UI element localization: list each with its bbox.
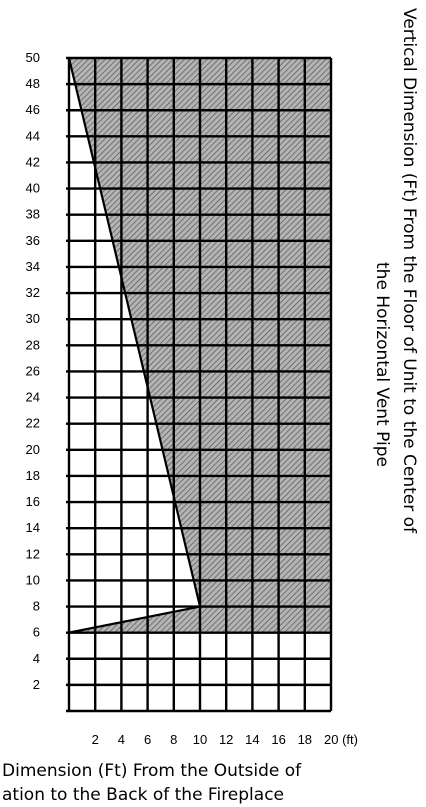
x-tick-label: 6 <box>144 732 151 747</box>
boundary-line <box>67 57 202 634</box>
y-tick-label: 36 <box>26 233 40 248</box>
y-tick-label: 44 <box>26 128 40 143</box>
x-tick-label: 16 <box>271 732 285 747</box>
y-tick-label: 14 <box>26 520 40 535</box>
y-tick-label: 30 <box>26 311 40 326</box>
y-tick-label: 46 <box>26 102 40 117</box>
x-tick-label: 8 <box>170 732 177 747</box>
y-tick-label: 16 <box>26 494 40 509</box>
x-tick-label: 4 <box>118 732 125 747</box>
y-tick-label: 42 <box>26 154 40 169</box>
y-tick-label: 8 <box>33 599 40 614</box>
y-tick-label: 28 <box>26 337 40 352</box>
x-axis-title-line-2: ation to the Back of the Fireplace <box>2 785 284 805</box>
y-tick-label: 48 <box>26 76 40 91</box>
y-tick-label: 20 <box>26 442 40 457</box>
y-tick-label: 50 <box>26 50 40 65</box>
y-tick-label: 10 <box>26 572 40 587</box>
y-tick-label: 22 <box>26 416 40 431</box>
x-axis-title-line-1: Dimension (Ft) From the Outside of <box>2 761 302 781</box>
y-tick-label: 34 <box>26 259 40 274</box>
y-axis-title-continued: the Horizontal Vent Pipe <box>372 262 392 467</box>
x-tick-label: 12 <box>219 732 233 747</box>
y-tick-label: 26 <box>26 363 40 378</box>
y-tick-label: 4 <box>33 651 40 666</box>
y-tick-label: 40 <box>26 181 40 196</box>
y-tick-label: 6 <box>33 625 40 640</box>
x-tick-label: 2 <box>92 732 99 747</box>
y-tick-label: 18 <box>26 468 40 483</box>
x-tick-label: 18 <box>298 732 312 747</box>
y-tick-label: 2 <box>33 677 40 692</box>
y-tick-label: 12 <box>26 546 40 561</box>
y-axis-title: Vertical Dimension (Ft) From the Floor o… <box>399 8 419 534</box>
x-tick-label: 20 (ft) <box>324 732 358 747</box>
y-tick-label: 38 <box>26 207 40 222</box>
y-tick-label: 24 <box>26 390 40 405</box>
x-tick-label: 10 <box>193 732 207 747</box>
y-axis-title-line-2: the Horizontal Vent Pipe <box>372 262 392 467</box>
x-tick-label: 14 <box>245 732 259 747</box>
y-tick-label: 32 <box>26 285 40 300</box>
y-axis-title-line-1: Vertical Dimension (Ft) From the Floor o… <box>399 8 419 534</box>
